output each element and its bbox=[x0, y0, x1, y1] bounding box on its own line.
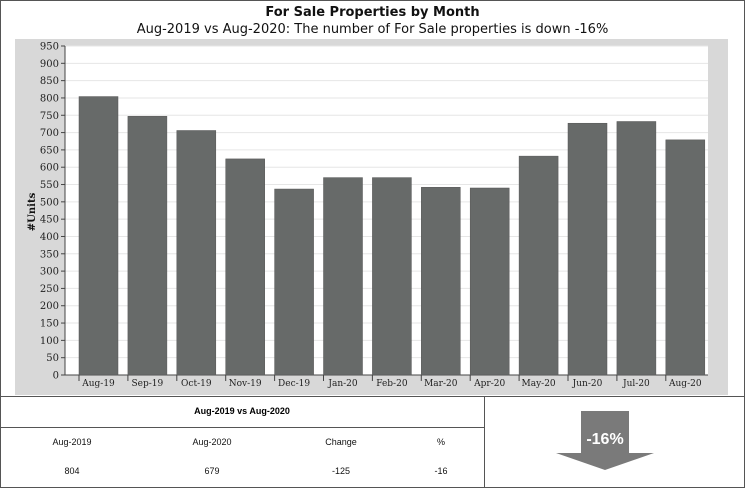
x-tick-label: Jun-20 bbox=[572, 379, 603, 389]
bar bbox=[665, 139, 706, 376]
summary-col-change: Change bbox=[325, 437, 357, 447]
x-tick-label: Feb-20 bbox=[376, 379, 408, 389]
y-tick-label: 0 bbox=[53, 371, 59, 382]
y-axis-label: #Units bbox=[27, 192, 38, 231]
bar bbox=[127, 116, 168, 376]
bar bbox=[518, 155, 559, 376]
y-tick-label: 500 bbox=[40, 197, 59, 208]
change-indicator: -16% bbox=[484, 396, 744, 488]
summary-val-percent: -16 bbox=[434, 466, 448, 476]
y-tick-label: 950 bbox=[40, 42, 59, 53]
summary-divider bbox=[0, 427, 484, 428]
x-tick-label: Aug-20 bbox=[668, 379, 702, 389]
y-tick-label: 550 bbox=[40, 180, 59, 191]
bar bbox=[372, 177, 412, 376]
x-tick-label: Jul-20 bbox=[622, 379, 650, 389]
x-tick-label: Dec-19 bbox=[278, 379, 310, 389]
y-tick-label: 50 bbox=[46, 353, 59, 364]
bar bbox=[225, 158, 265, 376]
summary-table: Aug-2019 vs Aug-2020 Aug-2019 Aug-2020 C… bbox=[0, 396, 485, 488]
x-tick-label: Oct-19 bbox=[181, 379, 212, 389]
y-tick-label: 650 bbox=[40, 145, 59, 156]
summary-val-aug2020: 679 bbox=[204, 466, 220, 476]
x-tick-label: May-20 bbox=[522, 379, 556, 389]
y-tick-label: 100 bbox=[40, 336, 59, 347]
chart-subtitle: Aug-2019 vs Aug-2020: The number of For … bbox=[136, 22, 609, 37]
summary-col-aug2020: Aug-2020 bbox=[192, 437, 232, 447]
down-arrow-icon: -16% bbox=[556, 411, 654, 470]
down-arrow-shape bbox=[556, 411, 654, 470]
y-tick-label: 200 bbox=[40, 301, 59, 312]
y-tick-label: 400 bbox=[40, 232, 59, 243]
x-tick-label: Nov-19 bbox=[229, 379, 262, 389]
x-tick-label: Mar-20 bbox=[424, 379, 458, 389]
summary-col-aug2019: Aug-2019 bbox=[52, 437, 92, 447]
x-tick-label: Apr-20 bbox=[473, 379, 505, 389]
change-percent-label: -16% bbox=[586, 431, 623, 448]
bar bbox=[176, 130, 217, 376]
summary-val-change: -125 bbox=[331, 466, 350, 476]
bar bbox=[421, 187, 461, 376]
y-tick-label: 900 bbox=[40, 59, 59, 70]
bar bbox=[323, 177, 363, 376]
summary-col-percent: % bbox=[436, 437, 445, 447]
x-tick-label: Jan-20 bbox=[327, 379, 358, 389]
y-tick-label: 450 bbox=[40, 215, 59, 226]
y-tick-label: 350 bbox=[40, 249, 59, 260]
x-tick-label: Aug-19 bbox=[81, 379, 115, 389]
x-tick-label: Sep-19 bbox=[132, 379, 164, 389]
summary-val-aug2019: 804 bbox=[64, 466, 80, 476]
y-tick-label: 150 bbox=[40, 319, 59, 330]
bar bbox=[469, 187, 510, 376]
y-tick-label: 800 bbox=[40, 93, 59, 104]
bar bbox=[274, 188, 314, 376]
y-tick-label: 300 bbox=[40, 267, 59, 278]
summary-heading: Aug-2019 vs Aug-2020 bbox=[194, 406, 290, 416]
y-tick-label: 250 bbox=[40, 284, 59, 295]
bar bbox=[616, 121, 657, 376]
bar bbox=[567, 122, 608, 376]
bar bbox=[78, 96, 119, 376]
bar-chart: 0 50 100 150 200 250 300 350 400 450 500 550 600 650 7… bbox=[27, 42, 708, 389]
y-tick-label: 750 bbox=[40, 111, 59, 122]
chart-title: For Sale Properties by Month bbox=[265, 5, 480, 20]
y-tick-label: 700 bbox=[40, 128, 59, 139]
y-tick-label: 850 bbox=[40, 76, 59, 87]
y-tick-label: 600 bbox=[40, 163, 59, 174]
